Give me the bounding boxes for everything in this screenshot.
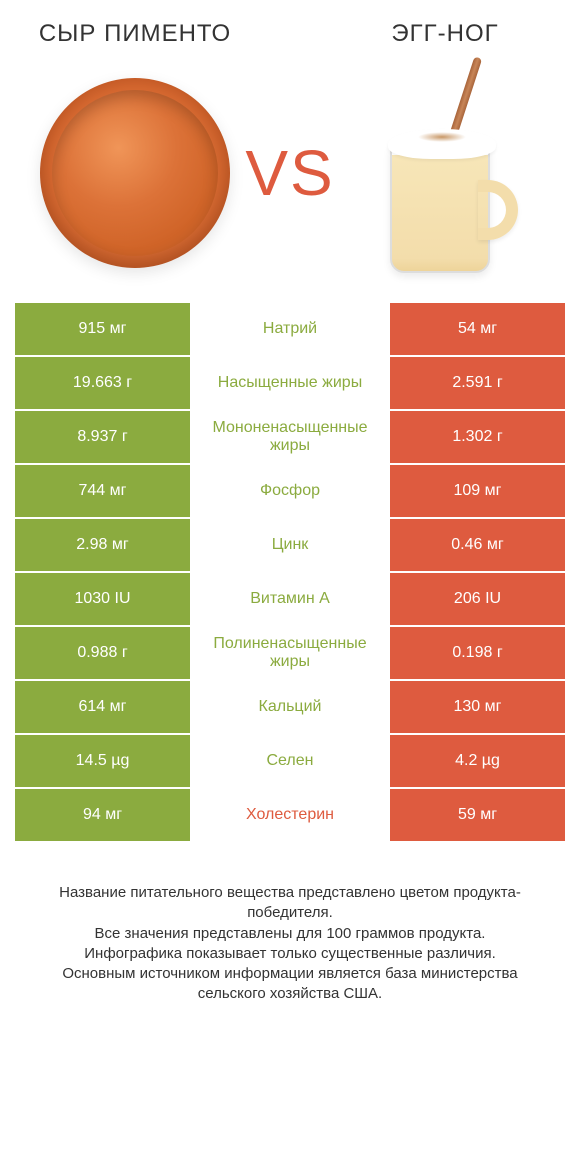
table-row: 2.98 мгЦинк0.46 мг bbox=[15, 519, 565, 573]
nutrient-name: Натрий bbox=[190, 303, 390, 355]
value-right: 4.2 µg bbox=[390, 735, 565, 787]
title-right: ЭГГ-НОГ bbox=[345, 20, 545, 48]
footer-line: Инфографика показывает только существенн… bbox=[30, 944, 550, 964]
comparison-table: 915 мгНатрий54 мг19.663 гНасыщенные жиры… bbox=[15, 303, 565, 843]
value-right: 206 IU bbox=[390, 573, 565, 625]
value-right: 0.198 г bbox=[390, 627, 565, 679]
table-row: 915 мгНатрий54 мг bbox=[15, 303, 565, 357]
table-row: 1030 IUВитамин A206 IU bbox=[15, 573, 565, 627]
value-right: 0.46 мг bbox=[390, 519, 565, 571]
pimento-bowl-icon bbox=[40, 78, 230, 268]
value-right: 2.591 г bbox=[390, 357, 565, 409]
nutrient-name: Селен bbox=[190, 735, 390, 787]
image-eggnog bbox=[345, 73, 545, 273]
nutrient-name: Витамин A bbox=[190, 573, 390, 625]
table-row: 744 мгФосфор109 мг bbox=[15, 465, 565, 519]
value-left: 614 мг bbox=[15, 681, 190, 733]
table-row: 19.663 гНасыщенные жиры2.591 г bbox=[15, 357, 565, 411]
footer-line: Название питательного вещества представл… bbox=[30, 883, 550, 924]
value-left: 94 мг bbox=[15, 789, 190, 841]
image-pimento-cheese bbox=[35, 73, 235, 273]
table-row: 94 мгХолестерин59 мг bbox=[15, 789, 565, 843]
footer-line: Основным источником информации является … bbox=[30, 964, 550, 1005]
value-right: 1.302 г bbox=[390, 411, 565, 463]
title-left: СЫР ПИМЕНТО bbox=[35, 20, 235, 48]
nutrient-name: Холестерин bbox=[190, 789, 390, 841]
vs-label: VS bbox=[245, 136, 334, 210]
nutrient-name: Мононенасыщенные жиры bbox=[190, 411, 390, 463]
table-row: 614 мгКальций130 мг bbox=[15, 681, 565, 735]
titles-row: СЫР ПИМЕНТО ЭГГ-НОГ bbox=[15, 20, 565, 48]
value-right: 59 мг bbox=[390, 789, 565, 841]
table-row: 8.937 гМононенасыщенные жиры1.302 г bbox=[15, 411, 565, 465]
nutrient-name: Фосфор bbox=[190, 465, 390, 517]
value-right: 109 мг bbox=[390, 465, 565, 517]
footer-notes: Название питательного вещества представл… bbox=[15, 883, 565, 1045]
value-left: 0.988 г bbox=[15, 627, 190, 679]
nutrient-name: Кальций bbox=[190, 681, 390, 733]
value-left: 744 мг bbox=[15, 465, 190, 517]
value-left: 8.937 г bbox=[15, 411, 190, 463]
nutrient-name: Полиненасыщенные жиры bbox=[190, 627, 390, 679]
footer-line: Все значения представлены для 100 граммо… bbox=[30, 924, 550, 944]
value-left: 915 мг bbox=[15, 303, 190, 355]
value-left: 19.663 г bbox=[15, 357, 190, 409]
value-left: 14.5 µg bbox=[15, 735, 190, 787]
hero-row: VS bbox=[15, 73, 565, 273]
table-row: 14.5 µgСелен4.2 µg bbox=[15, 735, 565, 789]
nutrient-name: Насыщенные жиры bbox=[190, 357, 390, 409]
table-row: 0.988 гПолиненасыщенные жиры0.198 г bbox=[15, 627, 565, 681]
eggnog-mug-icon bbox=[370, 73, 520, 273]
value-left: 2.98 мг bbox=[15, 519, 190, 571]
nutrient-name: Цинк bbox=[190, 519, 390, 571]
infographic-container: СЫР ПИМЕНТО ЭГГ-НОГ VS 915 мгНатрий54 мг… bbox=[0, 0, 580, 1065]
value-right: 130 мг bbox=[390, 681, 565, 733]
value-right: 54 мг bbox=[390, 303, 565, 355]
value-left: 1030 IU bbox=[15, 573, 190, 625]
